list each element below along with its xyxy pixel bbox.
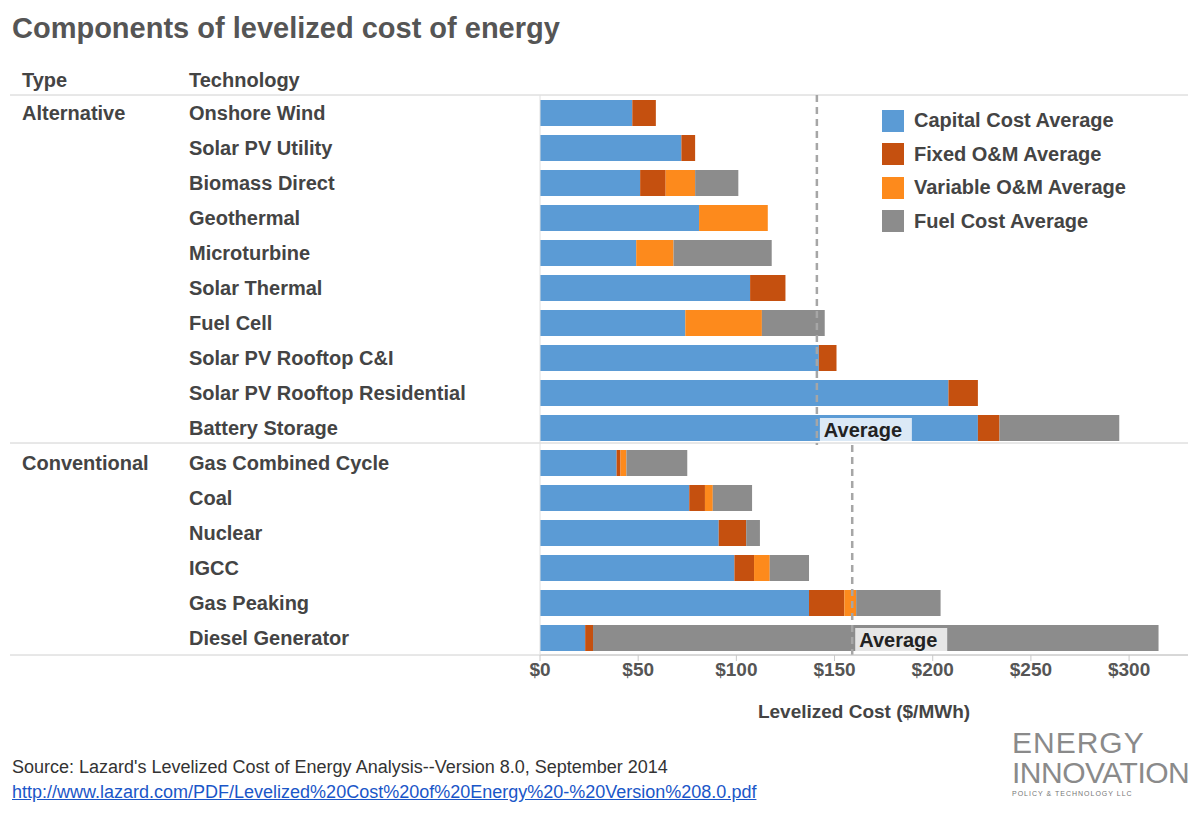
svg-text:Alternative: Alternative xyxy=(22,102,125,124)
svg-text:$300: $300 xyxy=(1108,659,1150,680)
svg-text:$50: $50 xyxy=(622,659,654,680)
html-text:Source: Lazard's Levelized Cos: Source: Lazard's Levelized Cost of Energ… xyxy=(12,757,668,777)
html-text:http://www.lazard.com/PDF/Leve: http://www.lazard.com/PDF/Levelized%20Co… xyxy=(12,782,757,802)
svg-text:Levelized Cost ($/MWh): Levelized Cost ($/MWh) xyxy=(758,701,970,722)
svg-text:Coal: Coal xyxy=(189,487,232,509)
svg-text:Solar Thermal: Solar Thermal xyxy=(189,277,322,299)
html-text:Fixed O&M Average: Fixed O&M Average xyxy=(914,142,1102,165)
svg-text:Average: Average xyxy=(824,419,902,441)
html-text:Variable O&M Average: Variable O&M Average xyxy=(914,176,1126,199)
svg-text:Solar PV Utility: Solar PV Utility xyxy=(189,137,333,159)
svg-text:$150: $150 xyxy=(813,659,855,680)
svg-text:$200: $200 xyxy=(912,659,954,680)
svg-text:$100: $100 xyxy=(715,659,757,680)
svg-text:Average: Average xyxy=(859,629,937,651)
svg-text:Nuclear: Nuclear xyxy=(189,522,263,544)
svg-text:Biomass Direct: Biomass Direct xyxy=(189,172,335,194)
svg-text:Conventional: Conventional xyxy=(22,452,149,474)
html-text:Capital Cost Average: Capital Cost Average xyxy=(914,109,1114,132)
html-text:Technology: Technology xyxy=(189,69,300,91)
svg-text:Gas Peaking: Gas Peaking xyxy=(189,592,309,614)
svg-text:IGCC: IGCC xyxy=(189,557,239,579)
svg-text:Diesel Generator: Diesel Generator xyxy=(189,627,349,649)
html-text:ENERGY: ENERGY xyxy=(1012,726,1145,759)
html-text:Fuel Cost Average: Fuel Cost Average xyxy=(914,209,1089,232)
svg-text:Battery Storage: Battery Storage xyxy=(189,417,338,439)
html-text:Type: Type xyxy=(22,69,68,91)
html-text:Components of levelized cost o: Components of levelized cost of energy xyxy=(12,12,560,44)
svg-text:Geothermal: Geothermal xyxy=(189,207,300,229)
svg-text:$0: $0 xyxy=(529,659,550,680)
svg-text:Fuel Cell: Fuel Cell xyxy=(189,312,272,334)
svg-text:Solar PV Rooftop Residential: Solar PV Rooftop Residential xyxy=(189,382,466,404)
svg-text:Microturbine: Microturbine xyxy=(189,242,310,264)
svg-text:Gas Combined Cycle: Gas Combined Cycle xyxy=(189,452,389,474)
svg-text:Onshore Wind: Onshore Wind xyxy=(189,102,325,124)
svg-text:$250: $250 xyxy=(1010,659,1052,680)
svg-text:Solar PV Rooftop C&I: Solar PV Rooftop C&I xyxy=(189,347,393,369)
html-text:POLICY & TECHNOLOGY LLC: POLICY & TECHNOLOGY LLC xyxy=(1012,790,1133,797)
html-text:INNOVATION: INNOVATION xyxy=(1012,756,1190,789)
